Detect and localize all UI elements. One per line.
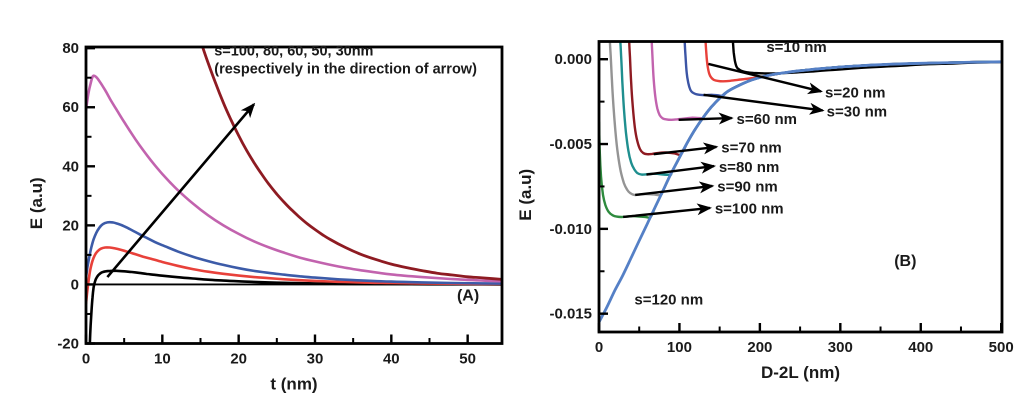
y-tick-label-A: 0 — [71, 276, 79, 293]
y-tick-label-A: 20 — [62, 217, 79, 234]
curve-label: s=70 nm — [721, 140, 781, 157]
plot-frame-B — [597, 40, 1004, 334]
annotation-line-1: s=100, 80, 60, 50, 30nm — [214, 43, 373, 59]
curve-A-s=60 — [86, 220, 502, 285]
curve-label: s=20 nm — [825, 84, 885, 101]
curve-label: s=80 nm — [719, 159, 779, 176]
x-tick-label-B: 300 — [828, 339, 853, 356]
pointer-arrow — [678, 112, 734, 125]
x-axis-label-A: t (nm) — [270, 375, 317, 394]
x-tick-label-B: 400 — [908, 339, 933, 356]
y-tick-label-A: -20 — [57, 336, 79, 353]
y-tick-label-B: -0.005 — [549, 136, 592, 153]
x-tick-label-B: 100 — [667, 339, 692, 356]
x-tick-label-B: 500 — [989, 339, 1014, 356]
plot-frame-A — [84, 45, 504, 345]
panel-label-A: (A) — [457, 287, 479, 304]
annotation-line-2: (respectively in the direction of arrow) — [214, 61, 477, 77]
direction-arrow — [106, 102, 256, 278]
x-tick-label-A: 20 — [230, 351, 247, 368]
y-tick-label-A: 60 — [62, 99, 79, 116]
curve-label: s=60 nm — [737, 111, 797, 128]
curve-A-s=30 — [201, 47, 502, 281]
panel-label-B: (B) — [894, 253, 916, 270]
y-tick-label-B: 0.000 — [554, 51, 592, 68]
curve-label: s=10 nm — [766, 39, 826, 56]
curve-A-s=50 — [86, 74, 502, 283]
x-tick-label-B: 200 — [747, 339, 772, 356]
y-tick-label-B: -0.015 — [549, 306, 592, 323]
y-tick-label-A: 80 — [62, 40, 79, 57]
x-tick-label-A: 30 — [307, 351, 324, 368]
x-axis-label-B: D-2L (nm) — [761, 363, 840, 382]
curve-label: s=100 nm — [715, 201, 784, 218]
x-tick-label-A: 0 — [82, 351, 90, 368]
curve-A-s=100 — [88, 269, 502, 344]
pointer-arrow — [653, 142, 719, 156]
pointer-arrow — [623, 203, 712, 219]
curve-label: s=90 nm — [717, 179, 777, 196]
curve-B-s=120 — [599, 60, 1002, 324]
curve-label: s=30 nm — [827, 103, 887, 120]
pointer-arrow — [646, 161, 717, 176]
y-tick-label-A: 40 — [62, 158, 79, 175]
y-axis-label-A: E (a.u) — [27, 177, 46, 229]
x-tick-label-A: 40 — [383, 351, 400, 368]
x-tick-label-B: 0 — [595, 339, 603, 356]
pointer-arrow — [635, 181, 715, 197]
curve-label: s=120 nm — [634, 291, 703, 308]
x-tick-label-A: 10 — [154, 351, 171, 368]
pointer-arrow — [708, 62, 823, 95]
curve-A-s=80 — [86, 246, 502, 305]
pointer-arrow — [703, 93, 825, 115]
y-tick-label-B: -0.010 — [549, 221, 592, 238]
x-tick-label-A: 50 — [459, 351, 476, 368]
y-axis-label-B: E (a.u) — [516, 169, 535, 221]
